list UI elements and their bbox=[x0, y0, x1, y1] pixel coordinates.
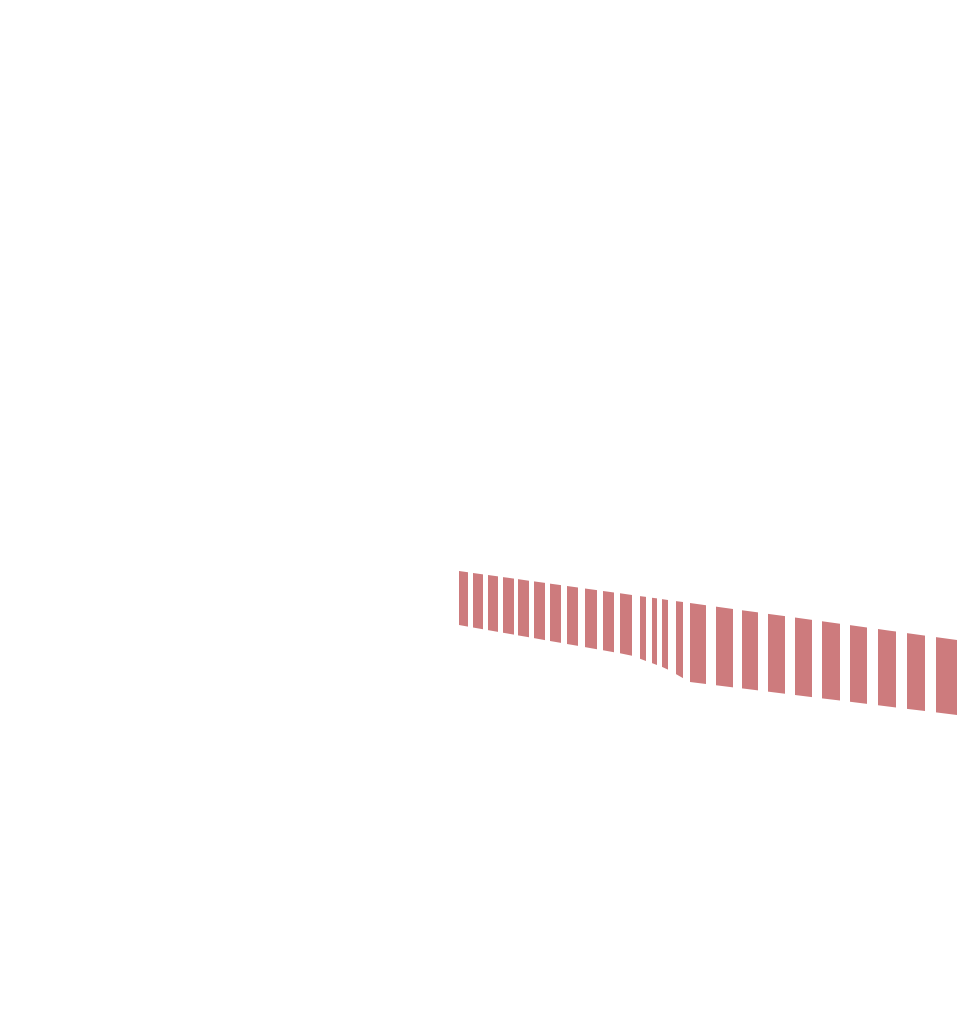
stripe bbox=[620, 593, 632, 656]
stripe bbox=[603, 590, 614, 653]
stripe bbox=[662, 599, 668, 670]
stripe bbox=[676, 601, 683, 679]
stripe bbox=[907, 633, 925, 712]
stripe bbox=[850, 625, 867, 704]
stripe bbox=[878, 629, 896, 708]
stripe bbox=[459, 571, 468, 627]
stripe bbox=[640, 596, 646, 661]
stripe bbox=[716, 606, 733, 688]
stripe bbox=[742, 610, 758, 691]
striped-band bbox=[459, 571, 957, 715]
stripe bbox=[473, 572, 483, 630]
stripe bbox=[652, 597, 657, 666]
stripe bbox=[690, 603, 706, 684]
stripe bbox=[488, 575, 498, 632]
stripe bbox=[822, 621, 840, 701]
stripe bbox=[567, 585, 578, 646]
stripe bbox=[795, 617, 812, 698]
stripe bbox=[518, 579, 529, 638]
stripe bbox=[503, 577, 514, 635]
stripe bbox=[550, 583, 561, 643]
stripe bbox=[768, 613, 785, 694]
stripe bbox=[534, 581, 545, 641]
stripe bbox=[585, 588, 597, 650]
stripe bbox=[936, 637, 957, 715]
